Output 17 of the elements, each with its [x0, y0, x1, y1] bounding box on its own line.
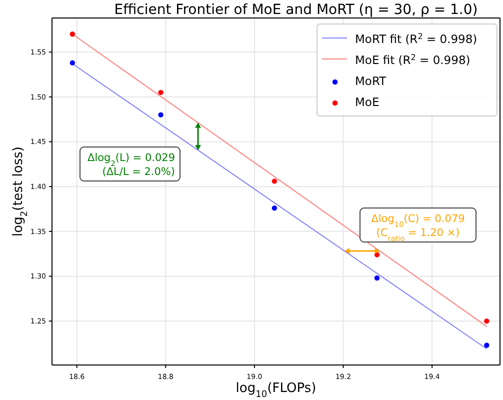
legend-label: MoRT fit (R$^{2}$ = 0.998): [355, 32, 478, 46]
point: [272, 205, 278, 211]
point: [158, 90, 164, 96]
text: Δlog$_{10}$(C) = 0.079 (C$_{ratio}$ = 1.20 ×): [371, 213, 465, 242]
point: [70, 60, 76, 66]
annotation: Δlog$_{2}$(L) = 0.029 (ΔL/L = 2.0%): [88, 152, 175, 178]
point: [272, 178, 278, 184]
point: [70, 32, 76, 37]
point: [158, 112, 164, 118]
legend-label: MoE: [355, 95, 380, 109]
point: [484, 342, 490, 348]
point: [484, 318, 490, 324]
point: [374, 275, 380, 281]
legend-label: MoE fit (R$^{2}$ = 0.998): [355, 52, 470, 67]
x-axis-title: log$_{10}$(FLOPs): [236, 381, 316, 400]
chart-title: Efficient Frontier of MoE and MoRT (η = 30, ρ = 1.0): [114, 2, 478, 18]
legend-label: MoRT: [355, 74, 388, 88]
